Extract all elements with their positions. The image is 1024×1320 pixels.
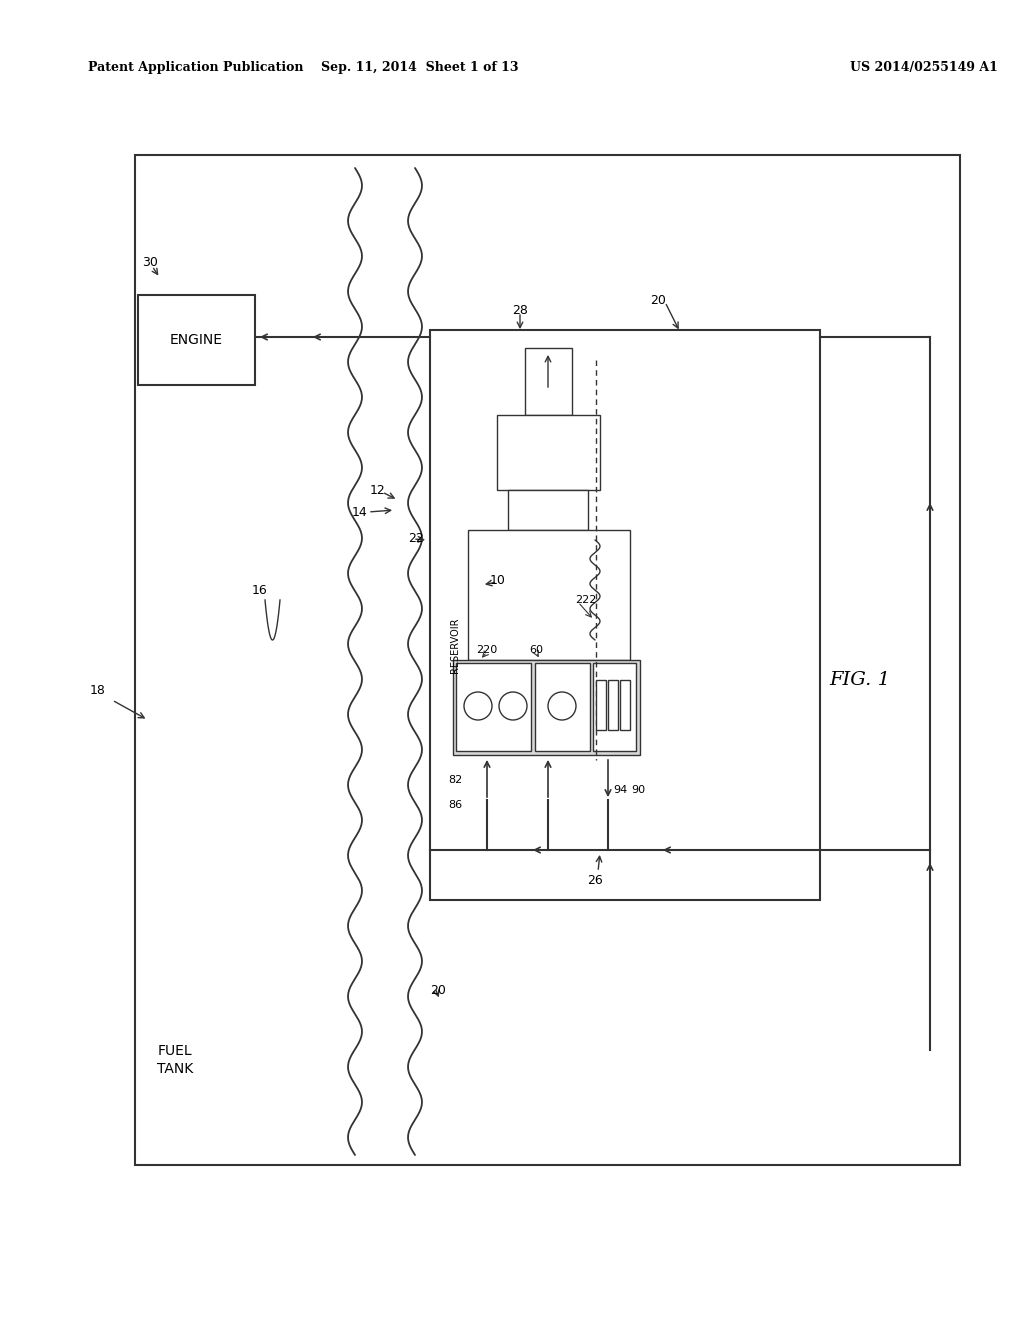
- Text: US 2014/0255149 A1: US 2014/0255149 A1: [850, 62, 997, 74]
- Text: 222: 222: [575, 595, 596, 605]
- Bar: [608, 680, 618, 730]
- Text: 60: 60: [529, 645, 543, 655]
- Bar: [430, 330, 820, 900]
- Bar: [535, 663, 590, 751]
- Text: 14: 14: [352, 506, 368, 519]
- Text: RESERVOIR: RESERVOIR: [450, 618, 460, 673]
- Text: 26: 26: [587, 874, 603, 887]
- Text: 86: 86: [447, 800, 462, 810]
- Text: 94: 94: [613, 785, 627, 795]
- Bar: [620, 680, 630, 730]
- Bar: [525, 348, 572, 414]
- Bar: [593, 663, 636, 751]
- Circle shape: [499, 692, 527, 719]
- Bar: [596, 680, 606, 730]
- Text: 90: 90: [631, 785, 645, 795]
- Text: 220: 220: [476, 645, 498, 655]
- Text: 28: 28: [512, 304, 528, 317]
- Text: Sep. 11, 2014  Sheet 1 of 13: Sep. 11, 2014 Sheet 1 of 13: [322, 62, 519, 74]
- Bar: [456, 663, 531, 751]
- Circle shape: [464, 692, 492, 719]
- Bar: [135, 154, 961, 1166]
- Bar: [497, 414, 600, 490]
- Text: 22: 22: [408, 532, 424, 544]
- Text: 82: 82: [447, 775, 462, 785]
- Text: Patent Application Publication: Patent Application Publication: [88, 62, 303, 74]
- Bar: [138, 294, 255, 385]
- Text: 20: 20: [650, 293, 666, 306]
- Text: 20: 20: [430, 983, 445, 997]
- Text: 16: 16: [252, 583, 268, 597]
- Text: 18: 18: [90, 684, 105, 697]
- Text: ENGINE: ENGINE: [170, 333, 223, 347]
- Bar: [508, 490, 588, 531]
- Text: FUEL
TANK: FUEL TANK: [157, 1044, 194, 1076]
- Text: 30: 30: [142, 256, 158, 269]
- Bar: [468, 531, 630, 660]
- Text: 12: 12: [370, 483, 386, 496]
- Text: FIG. 1: FIG. 1: [829, 671, 891, 689]
- Circle shape: [548, 692, 575, 719]
- Bar: [453, 660, 640, 755]
- Text: 10: 10: [490, 573, 506, 586]
